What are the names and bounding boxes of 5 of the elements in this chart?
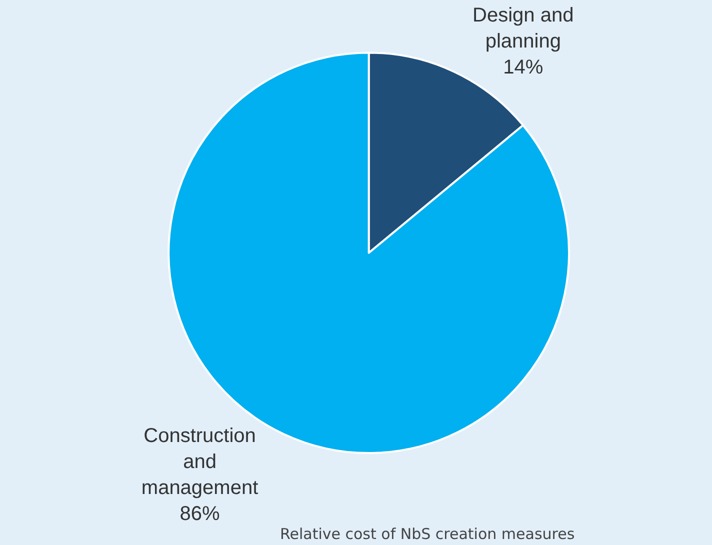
- slice-label: Construction and management: [141, 424, 259, 499]
- slice-label: Design and planning: [472, 4, 574, 52]
- data-label: 14%: [503, 56, 544, 78]
- text: Relative cost of NbS creation measures: [280, 525, 575, 543]
- data-label: 86%: [180, 502, 220, 525]
